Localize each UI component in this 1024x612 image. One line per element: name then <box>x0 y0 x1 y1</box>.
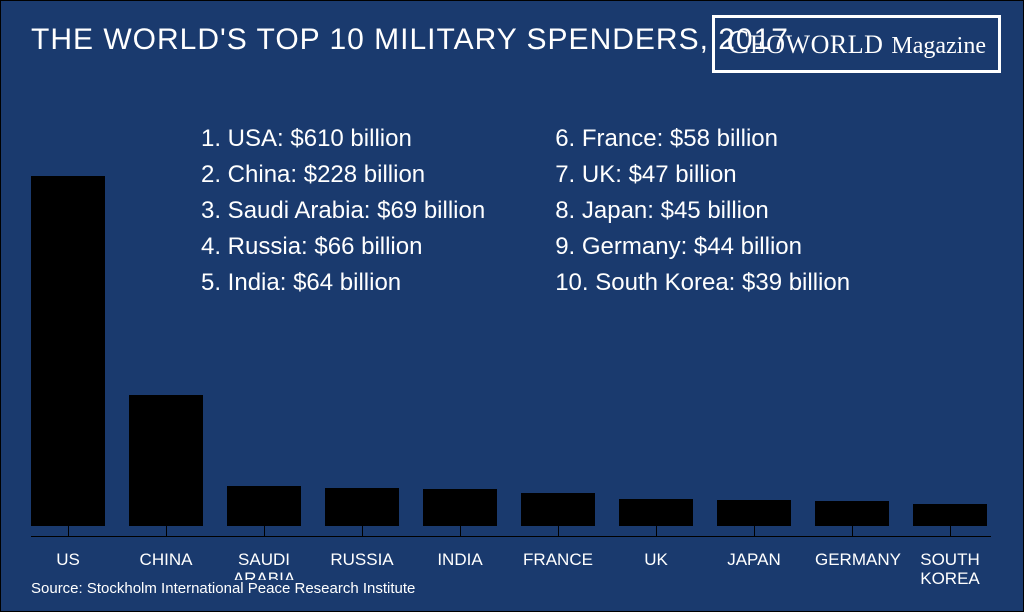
axis-tick <box>754 526 755 536</box>
bar <box>325 488 399 536</box>
brand-logo: CEOWORLD Magazine <box>712 15 1001 73</box>
bar <box>521 493 595 536</box>
bar-rect <box>913 504 987 526</box>
axis-tick <box>264 526 265 536</box>
bar-label: JAPAN <box>717 550 791 589</box>
source-attribution: Source: Stockholm International Peace Re… <box>31 580 423 597</box>
bar-chart <box>31 136 991 536</box>
bar-label: FRANCE <box>521 550 595 589</box>
bar <box>717 500 791 536</box>
bar-rect <box>619 499 693 526</box>
bar-rect <box>31 176 105 526</box>
logo-word-1: CEOWORLD <box>727 24 884 62</box>
page-title: THE WORLD'S TOP 10 MILITARY SPENDERS, 20… <box>31 23 789 57</box>
bar <box>619 499 693 536</box>
bar <box>129 395 203 536</box>
bar-rect <box>815 501 889 526</box>
bar-rect <box>129 395 203 526</box>
bars-row <box>31 176 991 536</box>
bar <box>913 504 987 536</box>
bar-rect <box>227 486 301 526</box>
bar <box>227 486 301 536</box>
bar-rect <box>325 488 399 526</box>
logo-word-2: Magazine <box>891 33 986 60</box>
axis-tick <box>166 526 167 536</box>
bar-rect <box>521 493 595 526</box>
bar <box>31 176 105 536</box>
bar-label: INDIA <box>423 550 497 589</box>
bar-label: GERMANY <box>815 550 889 589</box>
bar-rect <box>717 500 791 526</box>
axis-tick <box>460 526 461 536</box>
bar-rect <box>423 489 497 526</box>
axis-tick <box>68 526 69 536</box>
bar-label: SOUTHKOREA <box>913 550 987 589</box>
x-axis-line <box>31 536 991 537</box>
bar <box>815 501 889 536</box>
bar <box>423 489 497 536</box>
axis-tick <box>362 526 363 536</box>
axis-tick <box>852 526 853 536</box>
axis-tick <box>656 526 657 536</box>
axis-tick <box>950 526 951 536</box>
axis-tick <box>558 526 559 536</box>
bar-label: UK <box>619 550 693 589</box>
